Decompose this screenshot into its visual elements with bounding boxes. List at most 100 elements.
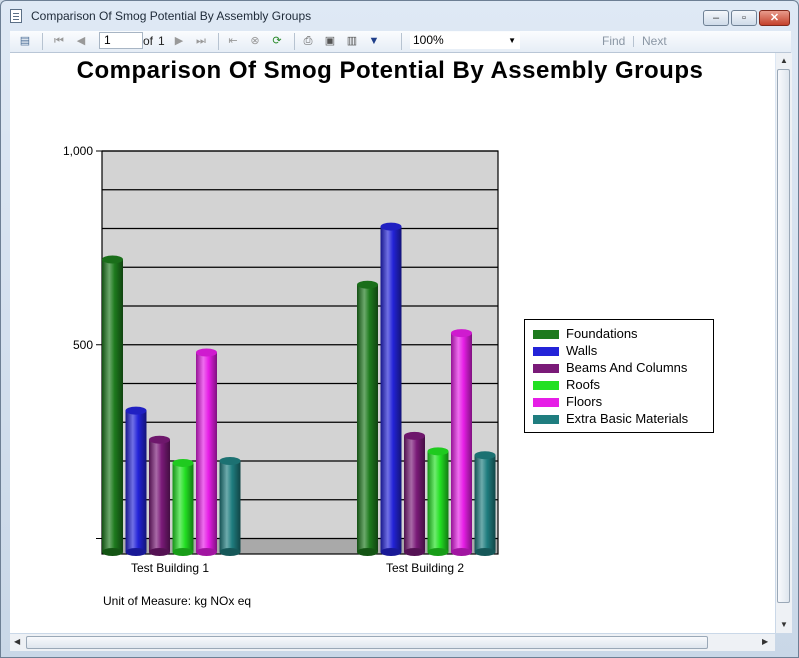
page-of-label: of	[143, 34, 154, 48]
bar-base	[474, 548, 496, 556]
x-category-label: Test Building 1	[131, 561, 209, 575]
toolbar-separator	[218, 33, 219, 50]
close-button[interactable]: ✕	[759, 10, 790, 26]
zoom-select[interactable]: 100% ▼	[410, 32, 520, 49]
back-icon[interactable]: ⇤	[228, 35, 238, 47]
legend-label: Floors	[566, 394, 603, 409]
legend-swatch	[533, 364, 559, 374]
next-link[interactable]: Next	[642, 34, 667, 48]
page-number-input[interactable]: 1	[99, 32, 143, 49]
toolbar-separator	[401, 33, 402, 50]
report-title: Comparison Of Smog Potential By Assembly…	[76, 57, 704, 84]
vertical-scroll-thumb[interactable]	[777, 69, 790, 603]
bar-beams-and-columns	[404, 435, 425, 552]
toolbar-separator	[633, 36, 634, 47]
legend-swatch	[533, 347, 559, 357]
scroll-up-icon[interactable]: ▲	[780, 56, 788, 65]
next-page-icon[interactable]: ▶	[174, 35, 184, 47]
legend-item: Walls	[533, 343, 597, 359]
report-content: Comparison Of Smog Potential By Assembly…	[10, 53, 775, 633]
chart-legend: Foundations Walls Beams And Columns Roofs Fl…	[524, 319, 714, 433]
x-category-label: Test Building 2	[386, 561, 464, 575]
maximize-button[interactable]: ▫	[731, 10, 757, 26]
document-map-icon[interactable]: ▤	[19, 35, 31, 47]
legend-swatch	[533, 415, 559, 425]
bar-cap	[149, 435, 170, 444]
legend-label: Extra Basic Materials	[566, 411, 689, 426]
bar-extra-basic-materials	[474, 455, 496, 552]
bar-cap	[172, 458, 194, 467]
bar-foundations	[357, 284, 378, 552]
bar-floors	[451, 333, 472, 552]
bar-cap	[196, 348, 217, 357]
toolbar-separator	[294, 33, 295, 50]
print-icon[interactable]: ⎙	[303, 35, 313, 47]
last-page-icon[interactable]: ⏭	[196, 35, 206, 47]
previous-page-icon[interactable]: ◀	[76, 35, 86, 47]
zoom-value: 100%	[413, 33, 444, 47]
bar-base	[427, 548, 449, 556]
bar-base	[149, 548, 170, 556]
bar-roofs	[427, 451, 449, 552]
bar-walls	[380, 226, 402, 552]
y-tick-label: 500	[73, 338, 93, 352]
y-tick-label: 1,000	[63, 144, 93, 158]
horizontal-scroll-thumb[interactable]	[26, 636, 708, 649]
bar-cap	[451, 329, 472, 338]
legend-label: Roofs	[566, 377, 600, 392]
vertical-scrollbar[interactable]: ▲ ▼	[776, 53, 792, 633]
legend-item: Beams And Columns	[533, 360, 687, 376]
bar-extra-basic-materials	[219, 461, 241, 552]
bar-base	[451, 548, 472, 556]
bar-base	[125, 548, 147, 556]
unit-of-measure-label: Unit of Measure: kg NOx eq	[103, 594, 252, 608]
page-setup-icon[interactable]: ▥	[346, 35, 358, 47]
legend-swatch	[533, 381, 559, 391]
bar-cap	[427, 447, 449, 456]
page-total: 1	[158, 34, 165, 48]
bar-walls	[125, 410, 147, 552]
bar-base	[404, 548, 425, 556]
smog-chart: 1,000 500 Test Building 1 Test Building 2	[63, 144, 499, 575]
title-bar: Comparison Of Smog Potential By Assembly…	[1, 1, 798, 31]
toolbar-separator	[42, 33, 43, 50]
bar-roofs	[172, 462, 194, 552]
legend-label: Foundations	[566, 326, 638, 341]
bar-beams-and-columns	[149, 439, 170, 552]
bar-base	[357, 548, 378, 556]
legend-item: Roofs	[533, 377, 600, 393]
window-title: Comparison Of Smog Potential By Assembly…	[31, 9, 312, 23]
bar-cap	[380, 222, 402, 231]
refresh-icon[interactable]: ⟳	[272, 35, 282, 47]
bar-base	[172, 548, 194, 556]
bar-base	[219, 548, 241, 556]
bar-floors	[196, 352, 217, 552]
legend-item: Foundations	[533, 326, 638, 342]
bar-base	[102, 548, 123, 556]
bar-cap	[474, 451, 496, 460]
bar-foundations	[102, 259, 123, 552]
scroll-down-icon[interactable]: ▼	[780, 620, 788, 629]
legend-swatch	[533, 398, 559, 408]
legend-swatch	[533, 330, 559, 340]
legend-label: Walls	[566, 343, 598, 358]
bar-cap	[357, 280, 378, 289]
scroll-right-icon[interactable]: ▶	[762, 637, 769, 646]
legend-label: Beams And Columns	[566, 360, 688, 375]
horizontal-scrollbar[interactable]: ◀ ▶	[10, 634, 775, 651]
find-link[interactable]: Find	[602, 34, 626, 48]
minimize-button[interactable]: –	[703, 10, 729, 26]
stop-icon[interactable]: ⊗	[250, 35, 260, 47]
first-page-icon[interactable]: ⏮	[54, 35, 64, 47]
print-layout-icon[interactable]: ▣	[324, 35, 336, 47]
export-save-icon[interactable]: ▼	[368, 35, 380, 47]
bar-cap	[404, 431, 425, 440]
legend-item: Extra Basic Materials	[533, 411, 688, 427]
bar-cap	[219, 457, 241, 465]
bar-base	[196, 548, 217, 556]
scroll-left-icon[interactable]: ◀	[14, 637, 21, 646]
legend-item: Floors	[533, 394, 602, 410]
chevron-down-icon: ▼	[508, 36, 516, 45]
report-app-icon	[10, 9, 22, 23]
